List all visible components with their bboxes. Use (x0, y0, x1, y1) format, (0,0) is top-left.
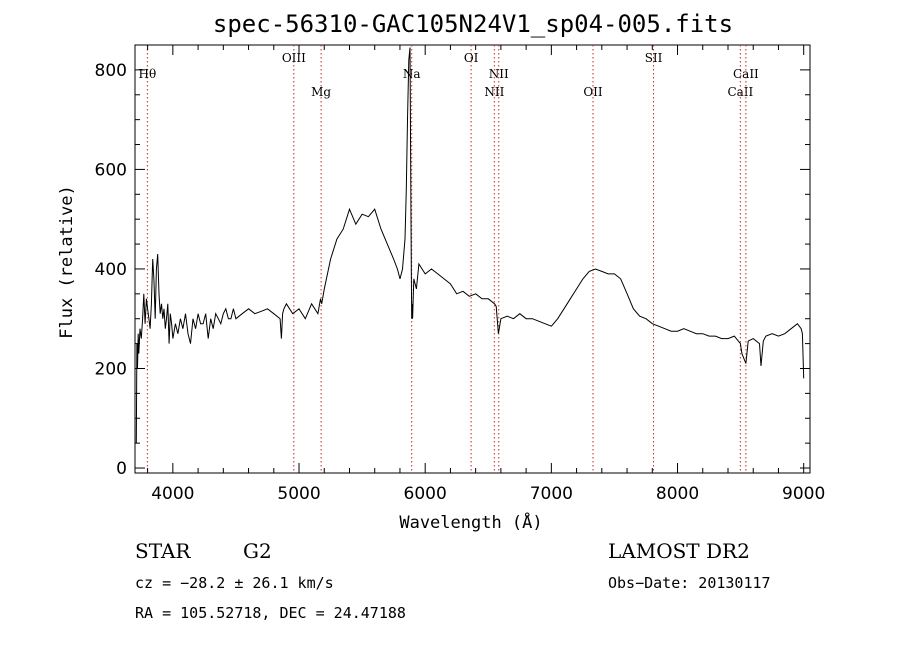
obs-date-text: Obs−Date: 20130117 (608, 574, 771, 592)
coordinates-text: RA = 105.52718, DEC = 24.47188 (135, 604, 406, 622)
line-marker-label: NII (484, 85, 504, 99)
object-subclass: G2 (243, 539, 272, 563)
line-marker-label: Mg (311, 85, 331, 99)
line-marker-label: CaII (727, 85, 753, 99)
line-marker-label: OIII (282, 51, 306, 65)
line-marker-label: OI (464, 51, 479, 65)
spectrum-series-line (135, 47, 805, 444)
line-marker-label: CaII (733, 67, 759, 81)
chart-title: spec-56310-GAC105N24V1_sp04-005.fits (213, 10, 733, 38)
survey-name: LAMOST DR2 (608, 539, 750, 563)
redshift-text: cz = −28.2 ± 26.1 km/s (135, 574, 334, 592)
plot-frame (134, 44, 811, 474)
y-tick-label: 400 (95, 260, 127, 280)
x-tick-label: 8000 (656, 484, 699, 504)
axis-ticks: 4000 5000 6000 7000 8000 9000 0 200 400 600 800 (95, 44, 825, 504)
x-tick-label: 6000 (404, 484, 447, 504)
y-tick-label: 0 (116, 459, 127, 479)
x-tick-label: 5000 (277, 484, 320, 504)
line-marker-label: SII (645, 51, 663, 65)
y-tick-label: 600 (95, 160, 127, 180)
object-class: STAR (135, 539, 191, 563)
y-tick-label: 200 (95, 359, 127, 379)
x-tick-label: 9000 (782, 484, 825, 504)
emission-line-markers: Hθ OIII Mg Na OI NII NII OII SII CaII CaII (139, 45, 759, 473)
x-axis-label: Wavelength (Å) (399, 511, 542, 533)
line-marker-label: NII (489, 67, 509, 81)
line-marker-label: Na (403, 67, 421, 81)
line-marker-label: Hθ (139, 67, 157, 81)
y-tick-label: 800 (95, 61, 127, 81)
x-tick-label: 7000 (530, 484, 573, 504)
x-tick-label: 4000 (151, 484, 194, 504)
y-axis-label: Flux (relative) (57, 185, 77, 339)
line-marker-label: OII (583, 85, 603, 99)
